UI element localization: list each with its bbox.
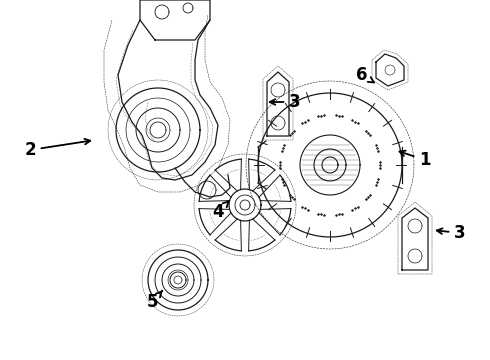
Text: 6: 6 [356,66,374,84]
Text: 1: 1 [399,150,431,169]
Text: 5: 5 [146,291,163,311]
Text: 3: 3 [270,93,301,111]
Text: 2: 2 [24,139,90,159]
Text: 4: 4 [212,201,229,221]
Text: 3: 3 [437,224,466,242]
